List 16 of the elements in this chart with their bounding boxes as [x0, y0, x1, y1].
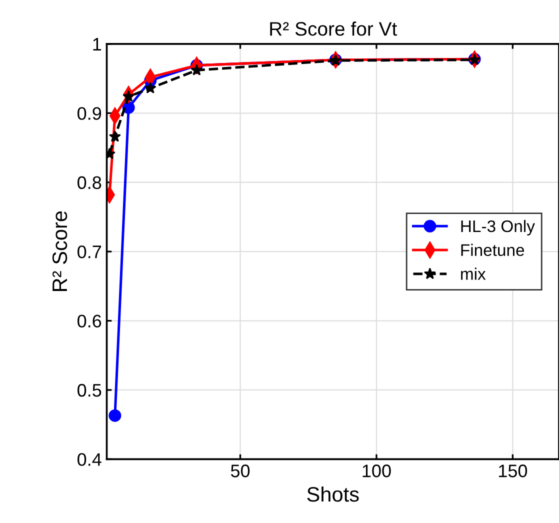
y-tick-label: 1 [93, 38, 102, 50]
x-tick-label: 50 [230, 464, 250, 478]
y-tick-label: 0.6 [78, 314, 102, 328]
y-tick-label: 0.4 [78, 453, 102, 466]
x-axis-title: Shots [307, 486, 359, 502]
y-tick-label: 0.7 [78, 245, 102, 258]
y-tick-label: 0.9 [78, 107, 102, 120]
y-axis-title: R² Score [52, 211, 68, 291]
x-tick-label: 100 [362, 464, 391, 478]
y-tick-label: 0.8 [78, 176, 102, 190]
legend-label: Finetune [461, 244, 524, 256]
legend-label: mix [461, 268, 486, 280]
chart-title: R² Score for Vt [270, 22, 398, 36]
legend-label: HL-3 Only [461, 220, 535, 236]
y-tick-label: 0.5 [78, 384, 102, 397]
x-tick-label: 150 [499, 464, 528, 478]
